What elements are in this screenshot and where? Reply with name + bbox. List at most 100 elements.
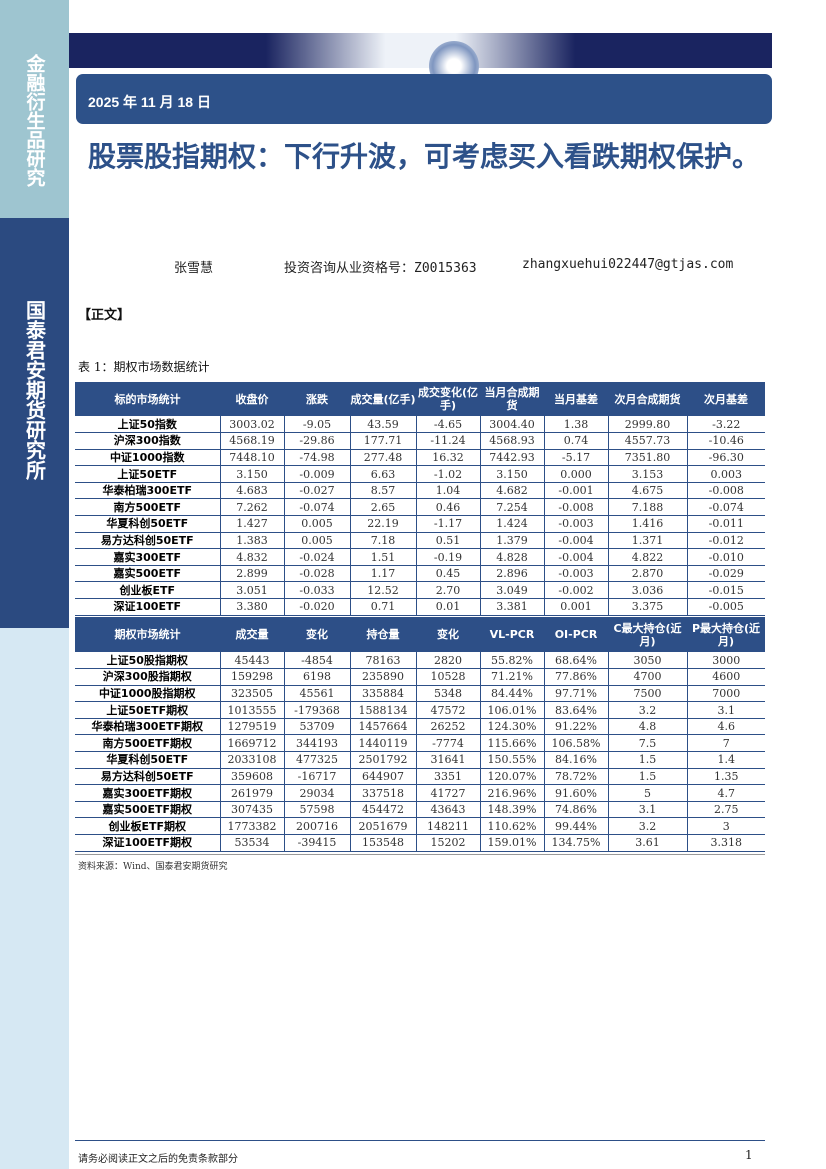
table-cell: 16.32 [415,449,480,467]
author-qualification: 投资咨询从业资格号：Z0015363 [284,261,477,276]
table-row: 深证100ETF期权 53534 -39415 153548 15202 159.01% 1… [75,834,765,852]
table-cell: 307435 [219,801,284,819]
table-cell: -11.24 [415,432,480,450]
table-cell: 344193 [283,734,350,753]
table-cell: 3004.40 [479,416,544,434]
row-label: 中证1000股指期权 [75,685,220,703]
column-header: 当月基差 [544,382,608,416]
table-cell: 2.65 [349,498,416,517]
table-cell: 235890 [349,668,416,686]
table-cell: -0.011 [686,515,765,533]
table-cell: 8.57 [349,482,416,500]
row-label: 嘉实500ETF期权 [75,801,220,819]
table-cell: 644907 [349,768,416,786]
table-cell: 2051679 [349,817,416,836]
table-cell: 2999.80 [607,416,687,434]
table-row: 嘉实300ETF 4.832 -0.024 1.51 -0.19 4.828 -0.004 4… [75,548,765,566]
report-title: 股票股指期权：下行升波，可考虑买入看跌期权保护。 [87,140,760,173]
table-cell: 3.049 [479,581,544,600]
table-cell: 3.1 [686,701,765,719]
column-header: C最大持仓(近月) [608,617,687,652]
table-cell: 3050 [607,652,687,670]
table-cell: 43643 [415,801,480,819]
row-label: 深证100ETF [75,598,220,616]
table-cell: 2.899 [219,565,284,583]
table-cell: 4568.93 [479,432,544,450]
table-cell: 7500 [607,685,687,703]
table-row: 易方达科创50ETF 359608 -16717 644907 3351 120.07% 7… [75,768,765,786]
table-row: 嘉实300ETF期权 261979 29034 337518 41727 216.96% 9… [75,784,765,802]
table-cell: -0.024 [283,548,350,566]
table-cell: 26252 [415,718,480,736]
table-cell: 7000 [686,685,765,703]
table-cell: -0.004 [543,532,608,550]
row-label: 易方达科创50ETF [75,532,220,550]
table-cell: 0.000 [543,465,608,483]
table-cell: -0.029 [686,565,765,583]
table-cell: 277.48 [349,449,416,467]
table-cell: 3.318 [686,834,765,852]
row-label: 沪深300股指期权 [75,668,220,686]
table-cell: -96.30 [686,449,765,467]
table-cell: -39415 [283,834,350,852]
table-cell: 4.683 [219,482,284,500]
table-cell: 124.30% [479,718,544,736]
table-row: 上证50指数 3003.02 -9.05 43.59 -4.65 3004.40 1.38 2… [75,416,765,434]
table-cell: 261979 [219,784,284,802]
sidebar-top-label: 金融衍生品研究 [23,53,46,187]
table-cell: 1588134 [349,701,416,719]
table-cell: -4.65 [415,416,480,434]
table-row: 沪深300股指期权 159298 6198 235890 10528 71.21% 77.8… [75,668,765,686]
table-cell: 0.003 [686,465,765,483]
table-cell: 115.66% [479,734,544,753]
table-cell: 1.416 [607,515,687,533]
column-header: 成交量(亿手) [350,382,416,416]
table-row: 华夏科创50ETF 1.427 0.005 22.19 -1.17 1.424 -0.003… [75,515,765,533]
table-cell: 2501792 [349,751,416,769]
table-cell: -0.008 [686,482,765,500]
column-header: 标的市场统计 [75,382,220,416]
table-cell: 53709 [283,718,350,736]
author-email[interactable]: zhangxuehui022447@gtjas.com [522,257,734,272]
row-label: 上证50ETF [75,465,220,483]
table-header-row: 期权市场统计 成交量 变化 持仓量 变化 VL-PCR OI-PCR C最大持仓(近月) P最大… [75,617,765,652]
row-label: 创业板ETF [75,581,220,600]
table-cell: 2.896 [479,565,544,583]
table-cell: 4.822 [607,548,687,566]
date-bar: 2025 年 11 月 18 日 [76,74,772,124]
column-header: 收盘价 [220,382,284,416]
table-cell: -5.17 [543,449,608,467]
table-cell: 177.71 [349,432,416,450]
table-cell: 1.427 [219,515,284,533]
table-cell: 78163 [349,652,416,670]
table-row: 深证100ETF 3.380 -0.020 0.71 0.01 3.381 0.001 3.3… [75,598,765,616]
row-label: 中证1000指数 [75,449,220,467]
table-cell: -0.033 [283,581,350,600]
table-cell: 148211 [415,817,480,836]
table-row: 嘉实500ETF期权 307435 57598 454472 43643 148.39% 7… [75,801,765,819]
row-label: 华泰柏瑞300ETF [75,482,220,500]
table-row: 南方500ETF期权 1669712 344193 1440119 -7774 115.6… [75,734,765,753]
table-cell: -7774 [415,734,480,753]
table-cell: 337518 [349,784,416,802]
table-cell: 4.675 [607,482,687,500]
table-cell: 0.001 [543,598,608,616]
table-cell: -0.012 [686,532,765,550]
table-caption: 表 1：期权市场数据统计 [78,360,210,374]
table-cell: -10.46 [686,432,765,450]
table-cell: 71.21% [479,668,544,686]
column-header: 变化 [416,617,480,652]
table-cell: 7.254 [479,498,544,517]
row-label: 深证100ETF期权 [75,834,220,852]
table-cell: 10528 [415,668,480,686]
table-cell: 43.59 [349,416,416,434]
row-label: 上证50股指期权 [75,652,220,670]
table-cell: 3.380 [219,598,284,616]
column-header: 次月基差 [687,382,765,416]
table-row: 南方500ETF 7.262 -0.074 2.65 0.46 7.254 -0.008 7.… [75,498,765,517]
table-row: 中证1000股指期权 323505 45561 335884 5348 84.44% 97.… [75,685,765,703]
table-cell: 1.38 [543,416,608,434]
row-label: 创业板ETF期权 [75,817,220,836]
table-cell: 1.35 [686,768,765,786]
table-cell: 148.39% [479,801,544,819]
